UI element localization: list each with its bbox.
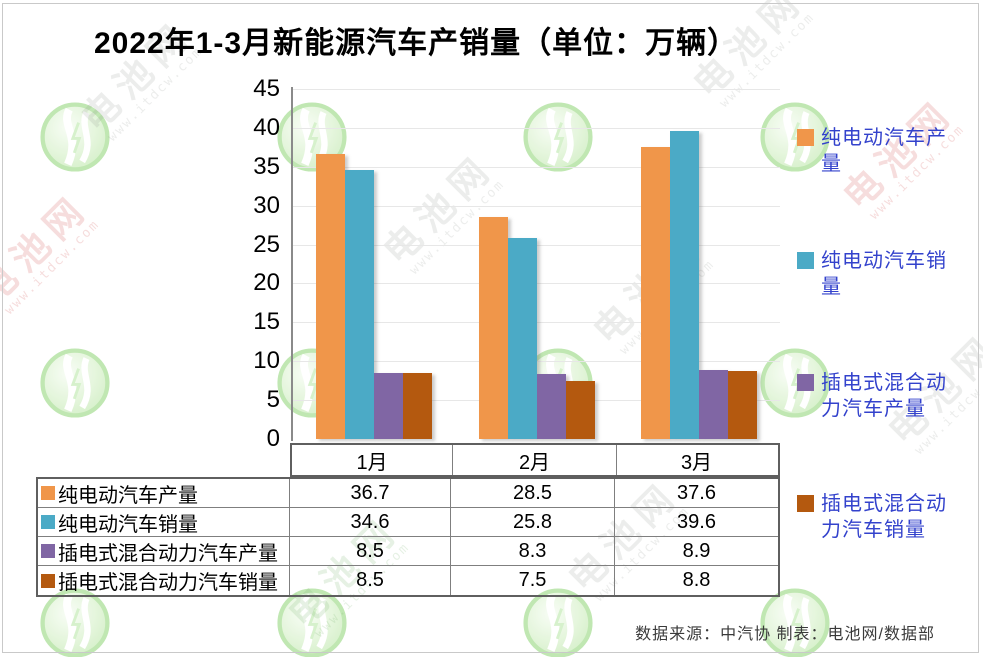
watermark-logo-circle (276, 587, 348, 657)
legend-label: 插电式混合动力汽车销量 (821, 493, 947, 541)
gridline-40 (293, 127, 780, 129)
bar-series3-2月 (537, 374, 566, 439)
table-row-label: 纯电动汽车产量 (38, 479, 290, 508)
legend-marker-icon (797, 252, 814, 269)
series-color-icon (41, 515, 55, 529)
gridline-35 (293, 166, 780, 168)
y-tick-label-20: 20 (253, 269, 280, 297)
watermark-logo-circle (759, 587, 831, 657)
table-row-label: 纯电动汽车销量 (38, 508, 290, 537)
plot-area (291, 87, 780, 441)
series-color-icon (41, 544, 55, 558)
y-tick-label-25: 25 (253, 230, 280, 258)
table-header-cell-1月: 1月 (292, 445, 453, 475)
table-value-cell: 25.8 (451, 508, 615, 537)
y-tick-label-15: 15 (253, 308, 280, 336)
y-axis-line (291, 87, 293, 441)
data-table: 1月 2月 3月纯电动汽车产量 36.7 28.5 37.6 纯电动汽车销量 34.6 25.8… (36, 443, 780, 597)
legend-label: 纯电动汽车产量 (821, 127, 947, 175)
watermark-logo-circle (39, 587, 111, 657)
bar-series3-1月 (374, 372, 403, 439)
bar-series2-2月 (508, 238, 537, 439)
series-color-icon (41, 486, 55, 500)
bar-series1-2月 (479, 217, 508, 439)
series-name: 纯电动汽车产量 (58, 484, 198, 507)
y-tick-label-45: 45 (253, 75, 280, 102)
bar-series4-1月 (403, 372, 432, 439)
series-name: 纯电动汽车销量 (58, 513, 198, 536)
bar-series1-3月 (641, 146, 670, 439)
legend-marker-icon (797, 495, 814, 512)
table-header-cell-3月: 3月 (680, 451, 713, 474)
table-value-cell: 28.5 (451, 479, 615, 508)
legend-label: 纯电动汽车销量 (821, 250, 947, 298)
gridline-45 (293, 89, 780, 90)
y-tick-label-10: 10 (253, 347, 280, 375)
table-value-cell: 8.5 (290, 566, 451, 595)
bar-series2-1月 (345, 169, 374, 439)
y-tick-label-30: 30 (253, 191, 280, 219)
table-header-row: 1月 2月 3月 (290, 443, 780, 477)
y-tick-label-5: 5 (266, 386, 280, 414)
series-color-icon (41, 573, 55, 588)
table-value-cell: 39.6 (615, 508, 778, 537)
y-tick-label-0: 0 (266, 425, 280, 452)
watermark-logo-circle (759, 347, 831, 424)
chart-title: 2022年1-3月新能源汽车产销量（单位：万辆） (94, 27, 739, 60)
table-row-label: 插电式混合动力汽车产量 (38, 537, 290, 566)
watermark-logo-circle (522, 587, 594, 657)
source-note: 数据来源：中汽协 制表：电池网/数据部 (635, 626, 935, 643)
table-row-label: 插电式混合动力汽车销量 (38, 566, 290, 595)
watermark-logo-circle (276, 101, 348, 178)
bar-series4-2月 (566, 380, 595, 439)
series-name: 插电式混合动力汽车销量 (58, 572, 278, 594)
table-value-cell: 8.8 (682, 569, 711, 591)
table-value-cell: 8.9 (615, 537, 778, 566)
bar-series4-3月 (728, 370, 757, 439)
legend-marker-icon (797, 129, 814, 146)
watermark-logo-circle (39, 347, 111, 424)
watermark-logo-circle (39, 101, 111, 178)
table-value-cell: 34.6 (290, 508, 451, 537)
table-header-cell-2月: 2月 (453, 445, 617, 475)
bar-series2-3月 (670, 131, 699, 439)
legend-label: 插电式混合动力汽车产量 (821, 372, 947, 420)
bar-series3-3月 (699, 369, 728, 439)
table-value-cell: 36.7 (290, 479, 451, 508)
table-value-cell: 8.3 (451, 537, 615, 566)
table-value-cell: 7.5 (451, 566, 615, 595)
gridline-30 (293, 205, 780, 207)
table-value-cell: 8.5 (290, 537, 451, 566)
y-tick-label-40: 40 (253, 113, 280, 141)
table-value-cell: 37.6 (615, 479, 778, 508)
series-name: 插电式混合动力汽车产量 (58, 542, 278, 565)
y-tick-label-35: 35 (253, 152, 280, 180)
watermark-logo-circle (522, 101, 594, 178)
watermark-logo-circle (759, 101, 831, 178)
bar-series1-1月 (316, 153, 345, 439)
legend-marker-icon (797, 374, 814, 391)
table-body: 纯电动汽车产量 36.7 28.5 37.6 纯电动汽车销量 34.6 25.8 39.6 插电… (36, 477, 780, 597)
